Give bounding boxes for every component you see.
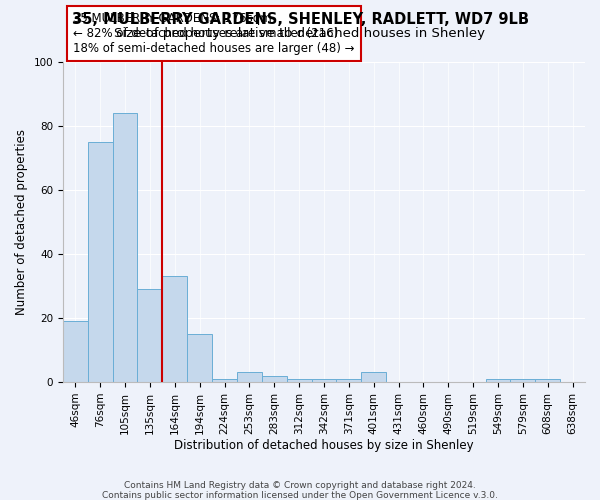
Bar: [63, 321, 88, 382]
Bar: [88, 142, 113, 382]
Y-axis label: Number of detached properties: Number of detached properties: [15, 129, 28, 315]
Bar: [287, 379, 311, 382]
Bar: [485, 379, 511, 382]
Bar: [337, 379, 361, 382]
Bar: [311, 379, 337, 382]
Bar: [113, 113, 137, 382]
Bar: [535, 379, 560, 382]
Bar: [163, 276, 187, 382]
Text: 35, MULBERRY GARDENS, SHENLEY, RADLETT, WD7 9LB: 35, MULBERRY GARDENS, SHENLEY, RADLETT, …: [71, 12, 529, 28]
Bar: [187, 334, 212, 382]
Text: Contains HM Land Registry data © Crown copyright and database right 2024.: Contains HM Land Registry data © Crown c…: [124, 481, 476, 490]
Bar: [137, 289, 163, 382]
X-axis label: Distribution of detached houses by size in Shenley: Distribution of detached houses by size …: [174, 440, 474, 452]
Bar: [262, 376, 287, 382]
Bar: [511, 379, 535, 382]
Text: 35 MULBERRY GARDENS: 176sqm
← 82% of detached houses are smaller (216)
18% of se: 35 MULBERRY GARDENS: 176sqm ← 82% of det…: [73, 12, 355, 55]
Bar: [212, 379, 237, 382]
Text: Contains public sector information licensed under the Open Government Licence v.: Contains public sector information licen…: [102, 491, 498, 500]
Text: Size of property relative to detached houses in Shenley: Size of property relative to detached ho…: [115, 28, 485, 40]
Bar: [361, 372, 386, 382]
Bar: [237, 372, 262, 382]
